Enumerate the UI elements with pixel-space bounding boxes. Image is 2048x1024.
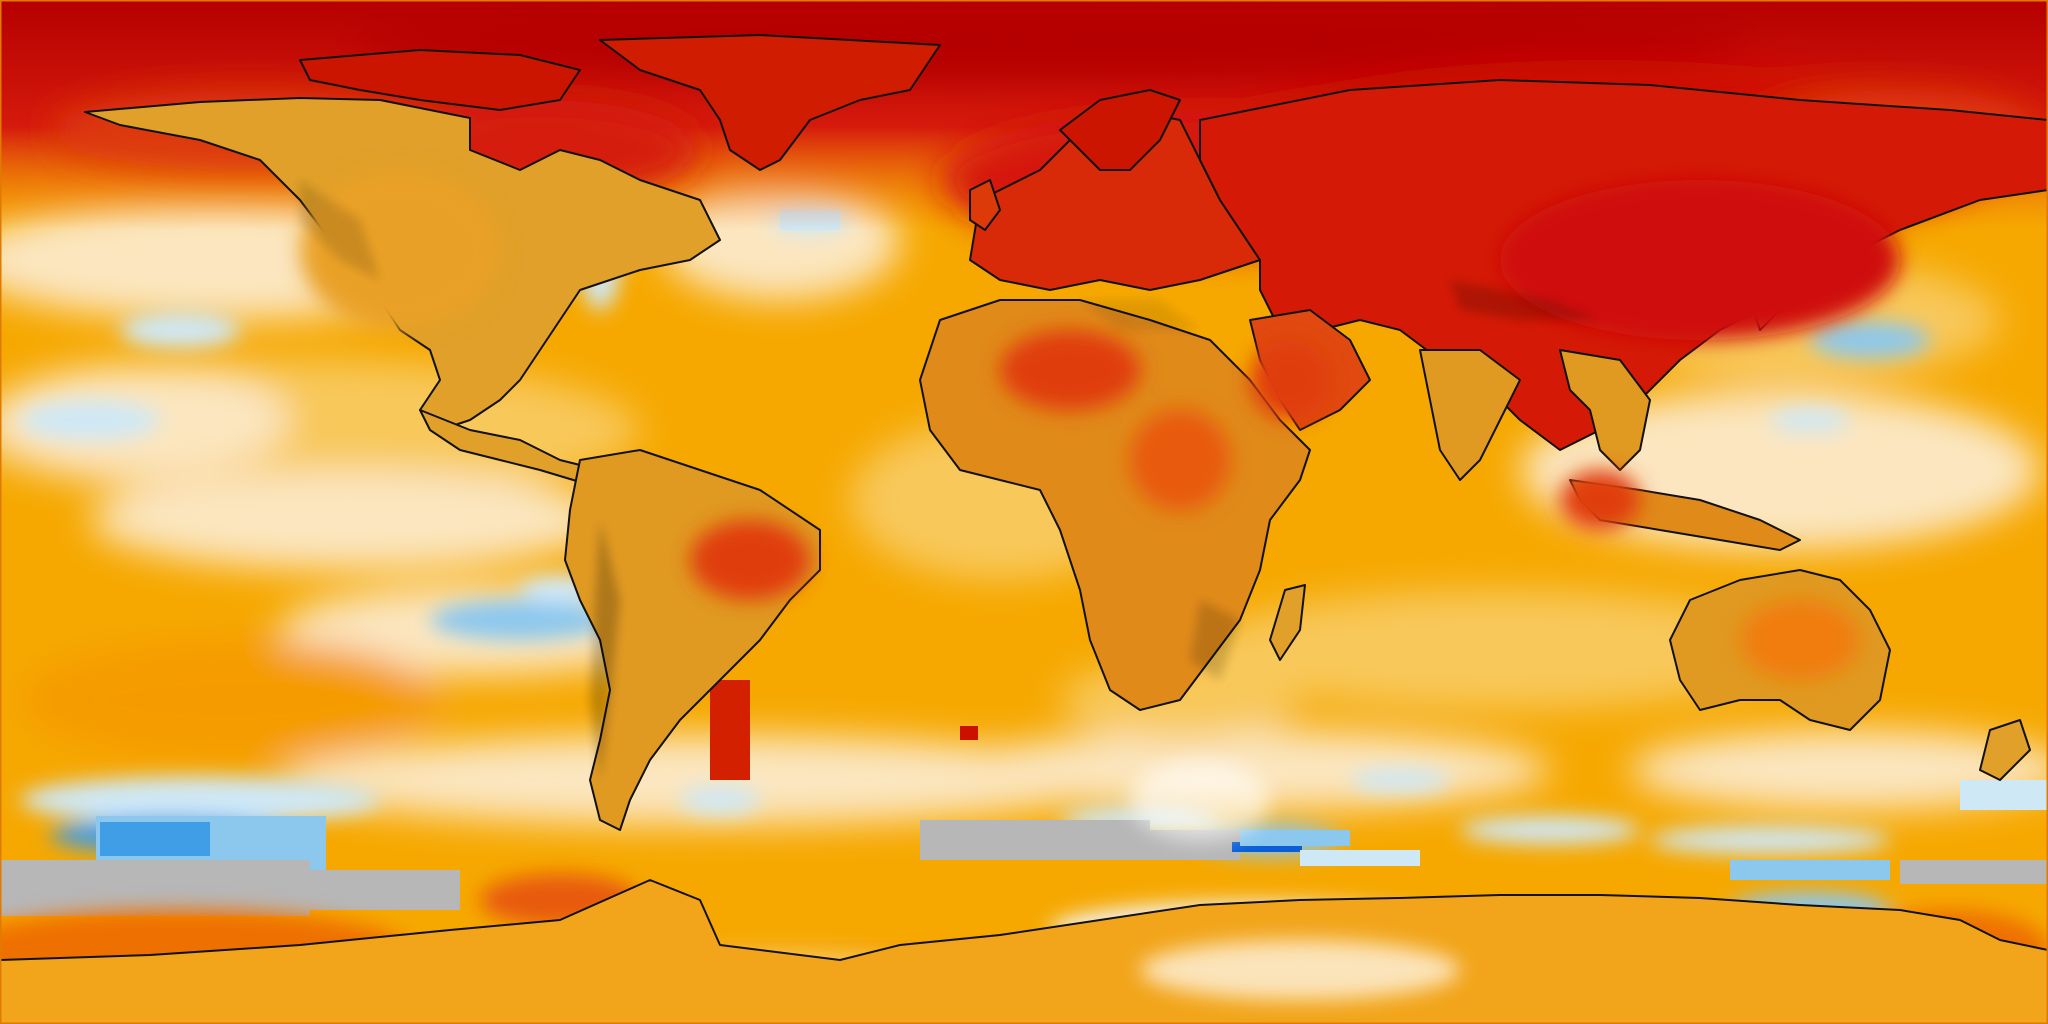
antarctica (0, 879, 2048, 1024)
greenland (599, 34, 941, 171)
new-zealand (1979, 719, 2031, 781)
british-isles (969, 179, 1001, 231)
arctic-islands (299, 49, 581, 111)
southeast-asia (1559, 349, 1651, 471)
madagascar (1269, 584, 1306, 661)
land-hotspots (300, 170, 1900, 1000)
scandinavia (1059, 89, 1181, 171)
relief-shading (300, 180, 1600, 780)
indian-subcontinent (1419, 349, 1521, 481)
